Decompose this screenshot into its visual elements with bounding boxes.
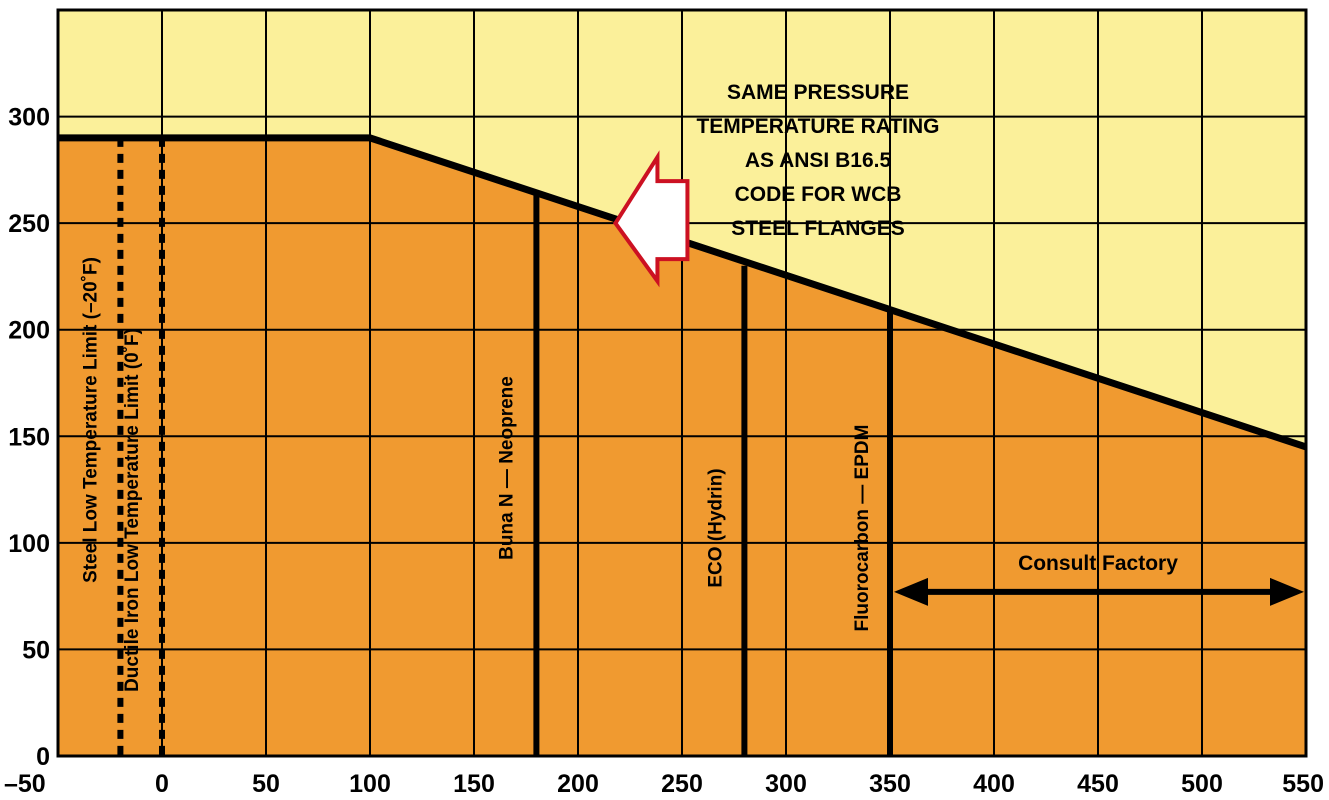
x-tick-label: –50 [4, 770, 46, 798]
limit-label-3: ECO (Hydrin) [705, 468, 726, 587]
rating-curve-line [58, 134, 1308, 451]
pointer-arrow-shape [613, 150, 690, 288]
consult-factory-range: Consult Factory [894, 552, 1304, 606]
y-tick-label: 300 [8, 104, 50, 132]
rating-note-line: STEEL FLANGES [731, 217, 904, 240]
y-tick-label: 250 [8, 210, 50, 238]
x-tick-label: 400 [973, 770, 1015, 798]
consult-arrowhead-right [1270, 577, 1304, 606]
rating-note-line: TEMPERATURE RATING [696, 115, 939, 138]
limit-label-0: Steel Low Temperature Limit (–20˚F) [80, 257, 101, 583]
consult-factory-label: Consult Factory [1018, 552, 1178, 575]
y-tick-label: 50 [22, 636, 50, 664]
consult-arrowhead-left [894, 577, 928, 606]
y-tick-label: 0 [36, 743, 50, 771]
y-tick-label: 200 [8, 317, 50, 345]
rating-note-line: CODE FOR WCB [735, 183, 902, 206]
limit-label-2: Buna N — Neoprene [496, 376, 517, 560]
rating-pointer-arrow [613, 150, 690, 288]
x-tick-label: 300 [765, 770, 807, 798]
x-tick-label: 350 [869, 770, 911, 798]
x-tick-label: 150 [453, 770, 495, 798]
rating-note-line: SAME PRESSURE [727, 81, 909, 104]
y-tick-label: 100 [8, 530, 50, 558]
x-tick-label: 200 [557, 770, 599, 798]
x-tick-label: 450 [1077, 770, 1119, 798]
y-tick-label: 150 [8, 423, 50, 451]
x-tick-label: 500 [1181, 770, 1223, 798]
x-tick-label: 250 [661, 770, 703, 798]
rating-note-line: AS ANSI B16.5 [745, 149, 892, 172]
chart-text-labels: Steel Low Temperature Limit (–20˚F) Ducti… [80, 81, 939, 692]
x-tick-label: 50 [252, 770, 280, 798]
y-axis-tick-labels: 0 50 100 150 200 250 300 [8, 104, 50, 771]
limit-label-4: Fluorocarbon — EPDM [852, 425, 873, 632]
x-tick-label: 550 [1282, 770, 1324, 798]
x-tick-label: 100 [349, 770, 391, 798]
rating-curve [58, 134, 1308, 451]
plot-frame [56, 8, 1308, 758]
x-axis-tick-labels: –50 0 50 100 150 200 250 300 350 400 450 500 550 [4, 770, 1324, 798]
x-tick-label: 0 [155, 770, 169, 798]
vertical-limit-lines [117, 137, 893, 756]
limit-label-1: Ductile Iron Low Temperature Limit (0˚F) [122, 328, 143, 692]
